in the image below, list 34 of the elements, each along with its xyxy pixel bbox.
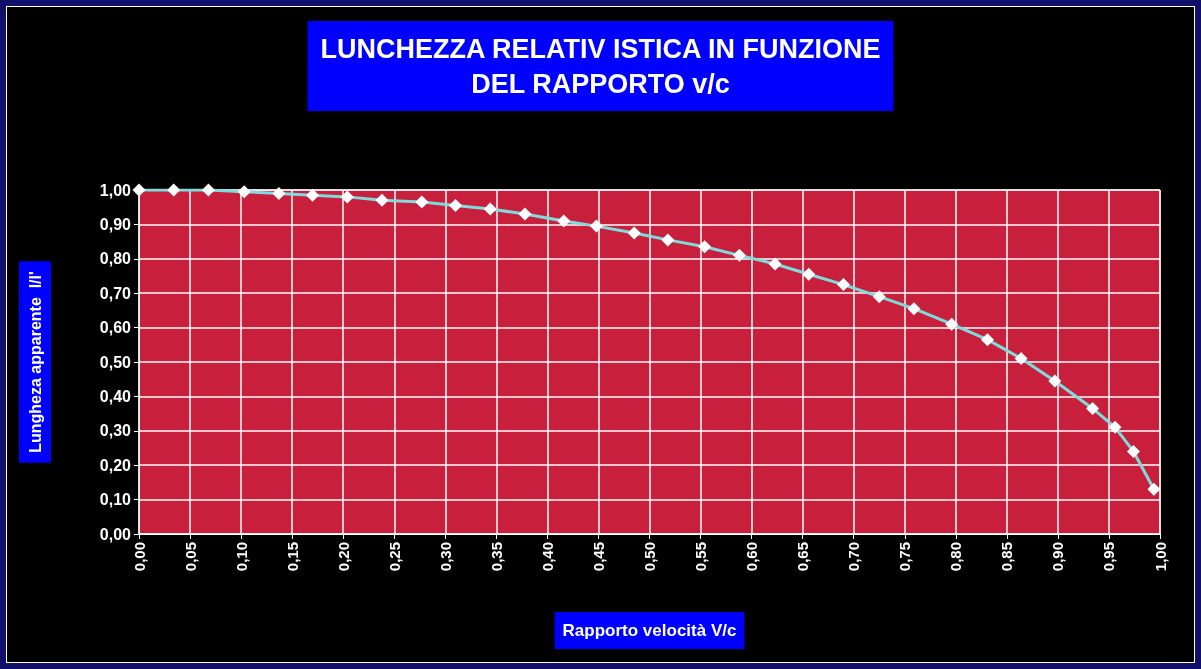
x-tick-label: 0,40 [538, 542, 556, 572]
x-tick-label: 0,35 [487, 542, 505, 572]
x-tick-label: 0,20 [334, 542, 352, 572]
x-tick-label: 0,05 [181, 542, 199, 572]
x-axis-title: Rapporto velocità V/c [562, 621, 737, 640]
y-axis-title: Lungheza apparente l/l' [26, 271, 44, 453]
y-tick-label: 0,60 [99, 319, 132, 337]
x-tick-label: 0,70 [845, 542, 863, 572]
x-tick-label: 1,00 [1151, 542, 1169, 572]
x-tick-label: 0,80 [947, 542, 965, 572]
x-tick-label: 0,15 [283, 542, 301, 572]
x-tick-label: 0,90 [1049, 542, 1067, 572]
y-tick-label: 0,40 [99, 387, 132, 405]
x-tick-label: 0,60 [743, 542, 761, 572]
x-tick-label: 0,95 [1100, 542, 1118, 572]
y-tick-label: 0,50 [99, 353, 132, 371]
y-tick-label: 0,00 [99, 525, 132, 543]
y-tick-label: 0,30 [99, 422, 132, 440]
y-tick-label: 0,80 [99, 250, 132, 268]
x-tick-label: 0,55 [692, 542, 710, 572]
chart-title: LUNCHEZZA RELATIV ISTICA IN FUNZIONE DEL RAPPORTO v/c [320, 33, 881, 99]
x-tick-label: 0,85 [998, 542, 1016, 572]
x-tick-label: 0,75 [896, 542, 914, 572]
x-tick-label: 0,65 [794, 542, 812, 572]
y-tick-label: 0,10 [99, 491, 132, 509]
x-tick-label: 0,25 [385, 542, 403, 572]
y-tick-label: 0,90 [99, 215, 132, 233]
y-tick-label: 0,70 [99, 284, 132, 302]
x-tick-label: 0,30 [436, 542, 454, 572]
x-tick-label: 0,10 [232, 542, 250, 572]
y-tick-label: 1,00 [99, 181, 132, 199]
y-tick-label: 0,20 [99, 456, 132, 474]
x-tick-label: 0,50 [641, 542, 658, 572]
x-tick-label: 0,45 [589, 542, 607, 572]
